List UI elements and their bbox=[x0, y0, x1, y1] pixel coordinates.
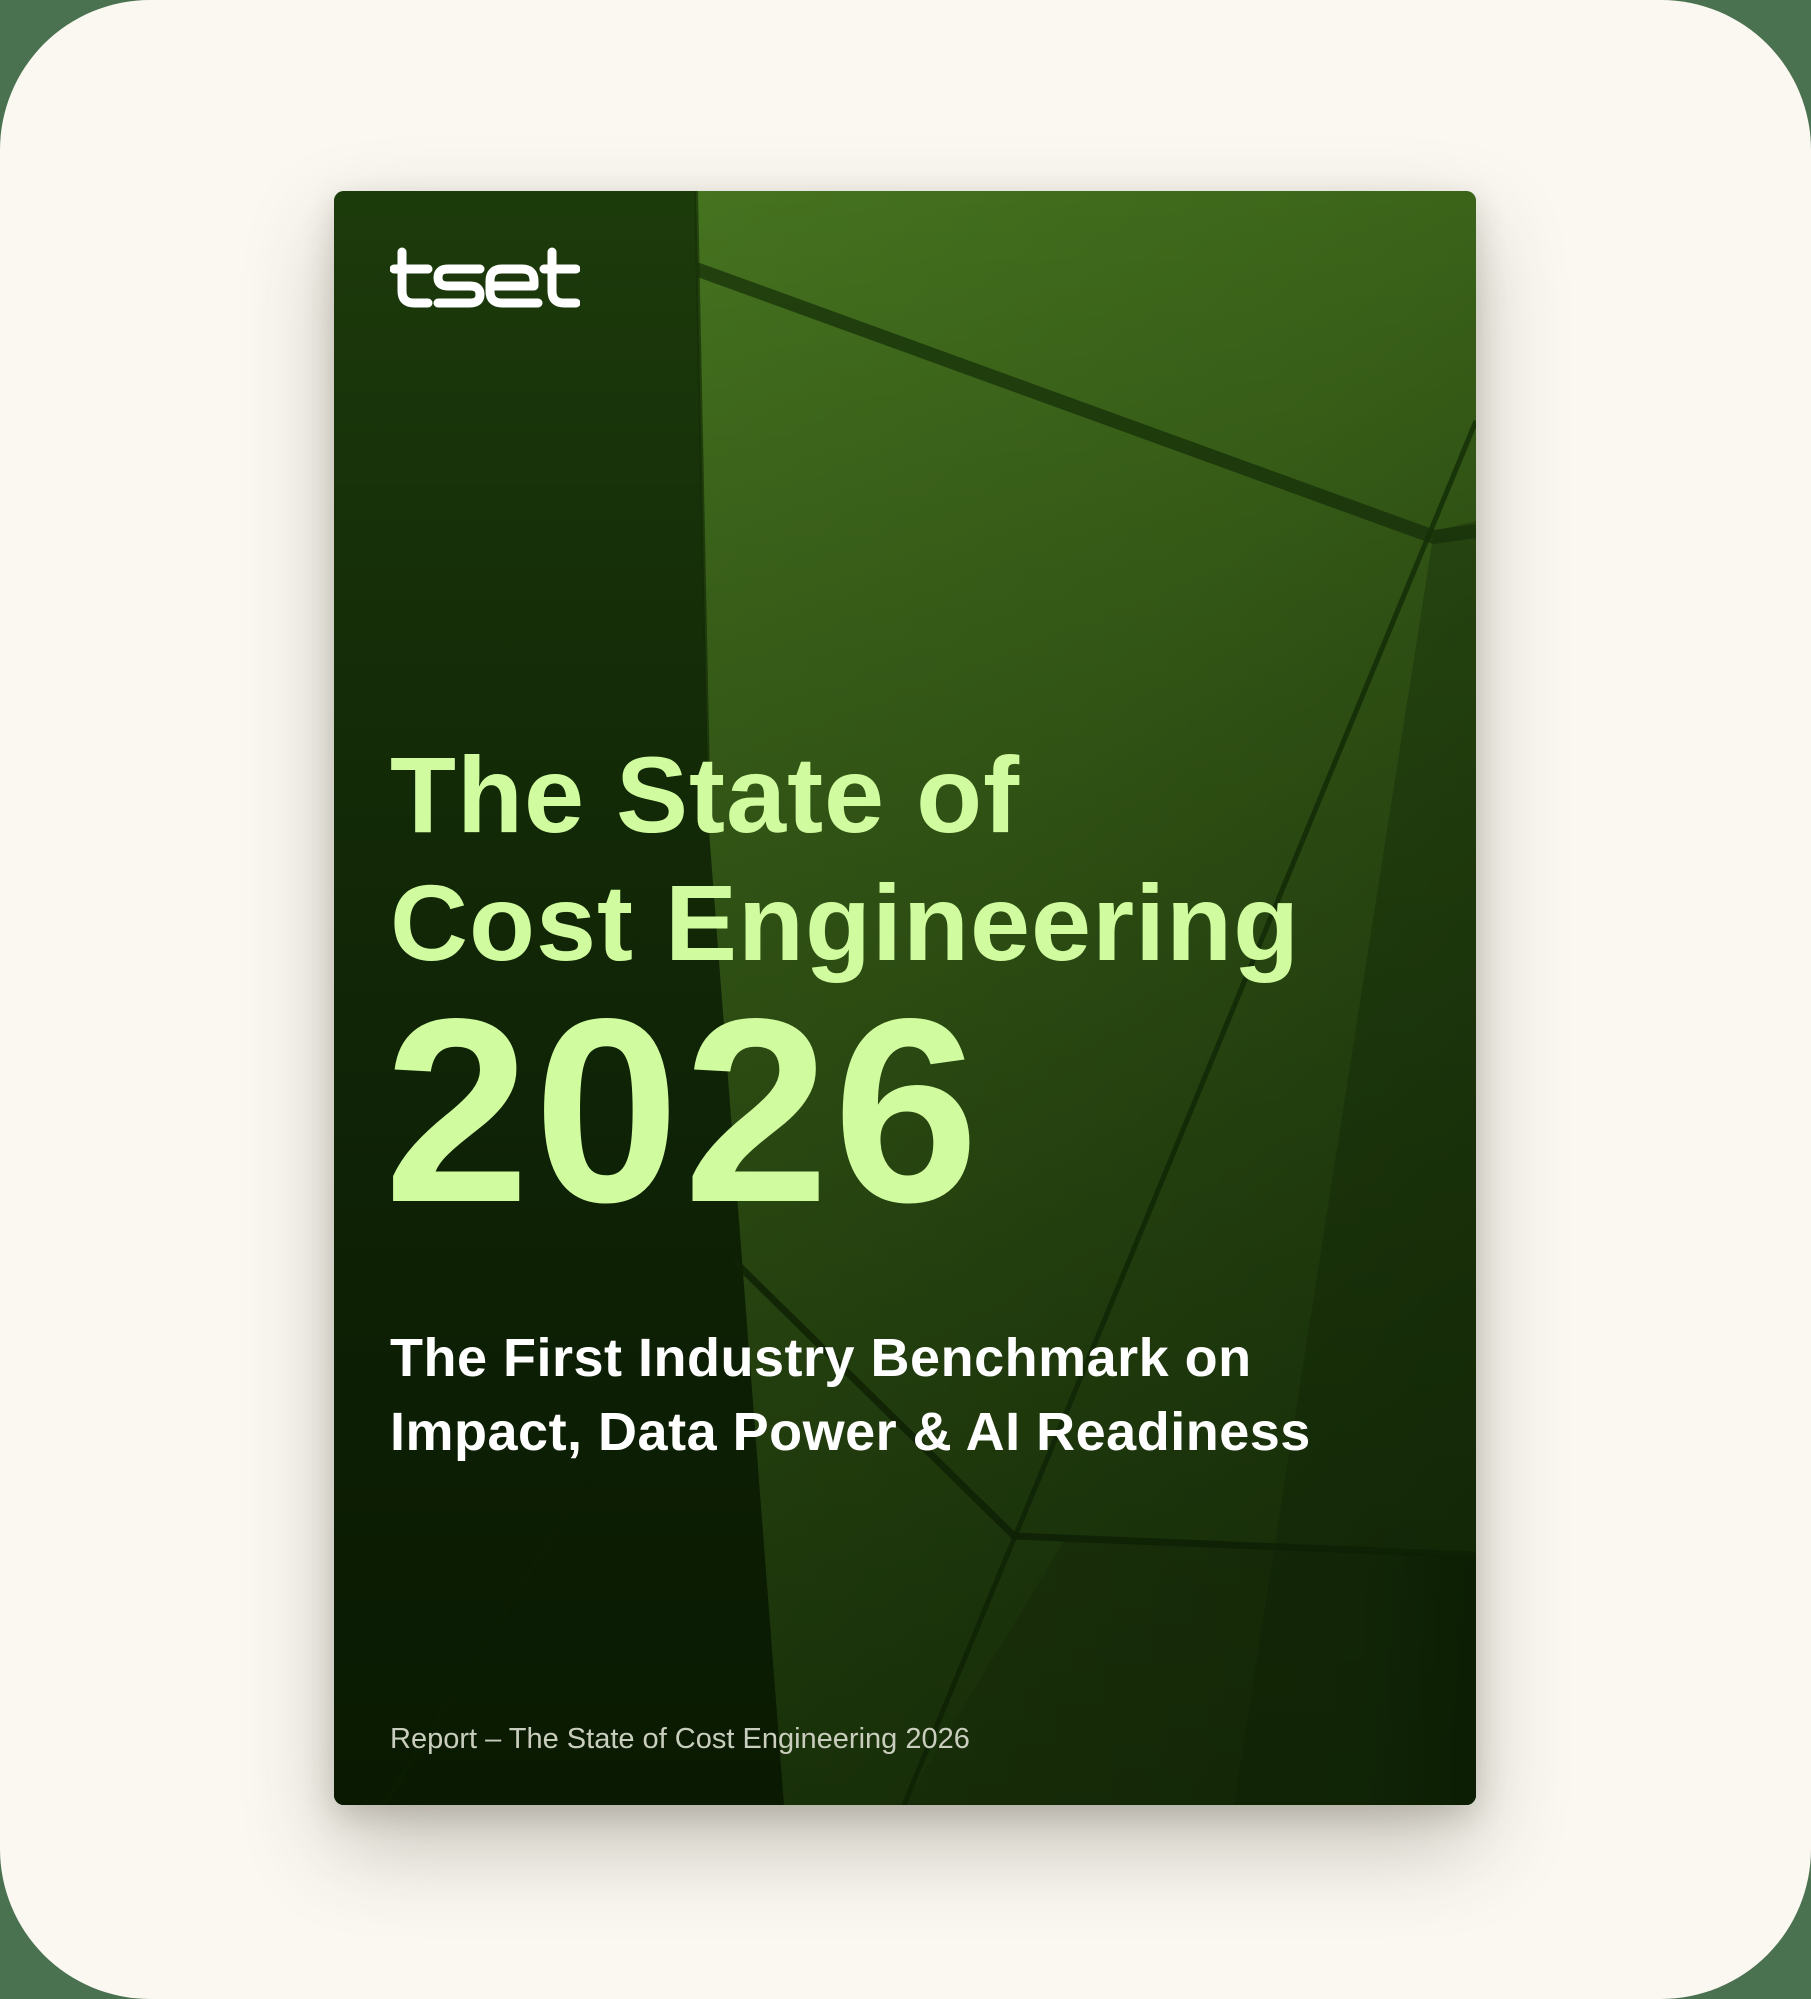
report-cover: The State of Cost Engineering 2026 The F… bbox=[334, 191, 1476, 1805]
subtitle-line-2: Impact, Data Power & AI Readiness bbox=[390, 1402, 1311, 1462]
title-line-1: The State of bbox=[390, 734, 1021, 855]
subtitle-line-1: The First Industry Benchmark on bbox=[390, 1328, 1252, 1388]
report-year: 2026 bbox=[384, 964, 983, 1257]
report-footer: Report – The State of Cost Engineering 2… bbox=[390, 1723, 970, 1755]
report-title: The State of Cost Engineering bbox=[390, 731, 1300, 987]
tset-logo-icon bbox=[390, 247, 580, 308]
faceted-background bbox=[334, 191, 1476, 1805]
title-line-2: Cost Engineering bbox=[390, 862, 1301, 983]
report-subtitle: The First Industry Benchmark on Impact, … bbox=[390, 1321, 1311, 1469]
